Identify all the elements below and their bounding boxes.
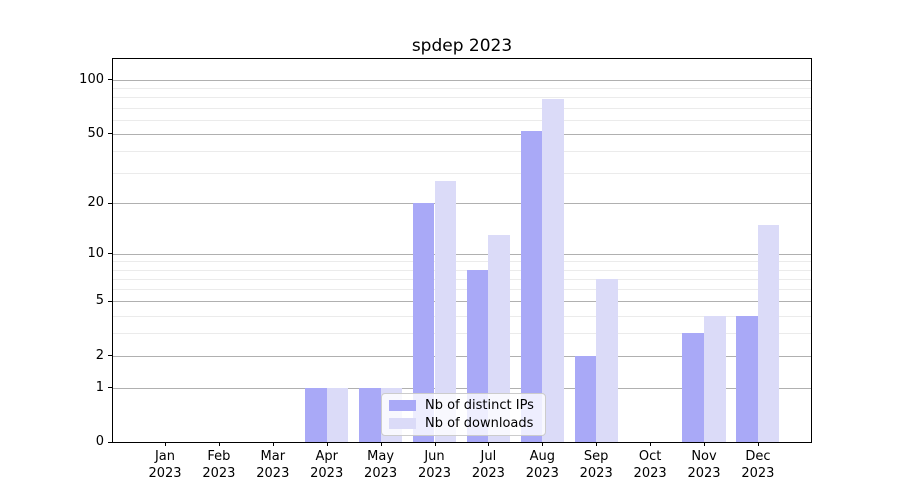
minor-gridline-70 bbox=[113, 107, 811, 109]
x-tick-label-dec: Dec 2023 bbox=[741, 449, 775, 481]
y-tick-5 bbox=[108, 300, 113, 302]
x-tick-label-sep: Sep 2023 bbox=[579, 449, 613, 481]
legend-label-downloads: Nb of downloads bbox=[425, 415, 534, 431]
x-tick-label-mar: Mar 2023 bbox=[256, 449, 290, 481]
x-tick-aug bbox=[542, 442, 544, 446]
x-tick-label-nov: Nov 2023 bbox=[687, 449, 721, 481]
plot-area bbox=[113, 59, 811, 442]
legend-swatch-distinct-ips-icon bbox=[389, 400, 416, 412]
bar-downloads-jun bbox=[434, 180, 457, 442]
legend-item-downloads: Nb of downloads bbox=[389, 416, 538, 431]
major-gridline-1 bbox=[113, 387, 811, 389]
y-tick-100 bbox=[108, 79, 113, 81]
major-gridline-5 bbox=[113, 301, 811, 303]
bar-distinct-ips-may bbox=[359, 387, 381, 442]
x-tick-jul bbox=[488, 442, 490, 446]
x-tick-label-oct: Oct 2023 bbox=[633, 449, 667, 481]
bar-downloads-apr bbox=[326, 387, 349, 442]
x-tick-feb bbox=[218, 442, 220, 446]
legend: Nb of distinct IPs Nb of downloads bbox=[381, 393, 546, 436]
y-tick-label-2: 2 bbox=[95, 347, 104, 363]
major-gridline-20 bbox=[113, 203, 811, 205]
major-gridline-50 bbox=[113, 133, 811, 135]
y-tick-50 bbox=[108, 133, 113, 135]
y-tick-2 bbox=[108, 355, 113, 357]
y-tick-10 bbox=[108, 253, 113, 255]
x-tick-label-jun: Jun 2023 bbox=[417, 449, 452, 481]
minor-gridline-90 bbox=[113, 88, 811, 90]
y-tick-label-1: 1 bbox=[95, 379, 104, 395]
minor-gridline-60 bbox=[113, 119, 811, 121]
legend-swatch-downloads-icon bbox=[389, 417, 416, 429]
chart-title: spdep 2023 bbox=[411, 36, 513, 56]
bar-distinct-ips-aug bbox=[520, 130, 543, 442]
bar-distinct-ips-nov bbox=[682, 333, 704, 442]
x-tick-nov bbox=[704, 442, 705, 446]
x-tick-jan bbox=[165, 442, 166, 446]
minor-gridline-8 bbox=[113, 269, 811, 271]
bar-downloads-dec bbox=[757, 224, 780, 442]
major-gridline-10 bbox=[113, 253, 811, 255]
minor-gridline-7 bbox=[113, 278, 811, 280]
minor-gridline-6 bbox=[113, 289, 811, 291]
x-tick-label-jan: Jan 2023 bbox=[148, 449, 182, 481]
x-tick-dec bbox=[757, 442, 759, 446]
y-tick-20 bbox=[108, 202, 113, 204]
x-tick-label-feb: Feb 2023 bbox=[202, 449, 236, 481]
major-gridline-100 bbox=[113, 79, 811, 81]
minor-gridline-80 bbox=[113, 97, 811, 99]
legend-label-distinct-ips: Nb of distinct IPs bbox=[425, 398, 534, 414]
bar-downloads-nov bbox=[704, 315, 726, 442]
x-tick-apr bbox=[326, 442, 328, 446]
x-tick-mar bbox=[272, 442, 274, 446]
major-gridline-2 bbox=[113, 355, 811, 357]
x-tick-label-aug: Aug 2023 bbox=[525, 449, 559, 481]
minor-gridline-30 bbox=[113, 172, 811, 174]
x-tick-sep bbox=[596, 442, 598, 446]
y-tick-label-5: 5 bbox=[95, 293, 104, 309]
bar-distinct-ips-jun bbox=[412, 203, 435, 442]
y-tick-label-0: 0 bbox=[95, 434, 104, 449]
minor-gridline-40 bbox=[113, 150, 811, 152]
bar-distinct-ips-apr bbox=[305, 387, 327, 442]
y-tick-label-100: 100 bbox=[79, 71, 104, 87]
x-tick-label-may: May 2023 bbox=[364, 449, 398, 481]
bar-distinct-ips-dec bbox=[736, 315, 758, 442]
minor-gridline-4 bbox=[113, 315, 811, 317]
bar-downloads-jul bbox=[488, 234, 510, 442]
legend-item-distinct-ips: Nb of distinct IPs bbox=[389, 398, 538, 413]
x-tick-may bbox=[380, 442, 382, 446]
x-tick-jun bbox=[434, 442, 436, 446]
minor-gridline-3 bbox=[113, 333, 811, 335]
y-tick-label-50: 50 bbox=[87, 125, 104, 141]
y-tick-label-10: 10 bbox=[87, 245, 104, 261]
x-tick-oct bbox=[650, 442, 652, 446]
minor-gridline-9 bbox=[113, 261, 811, 263]
bar-distinct-ips-sep bbox=[574, 355, 597, 442]
x-tick-label-jul: Jul 2023 bbox=[471, 449, 505, 481]
bar-downloads-aug bbox=[542, 99, 564, 442]
y-tick-1 bbox=[108, 387, 113, 389]
y-tick-0 bbox=[108, 441, 113, 443]
y-tick-label-20: 20 bbox=[87, 195, 104, 211]
x-tick-label-apr: Apr 2023 bbox=[310, 449, 344, 481]
bar-downloads-sep bbox=[596, 278, 618, 442]
